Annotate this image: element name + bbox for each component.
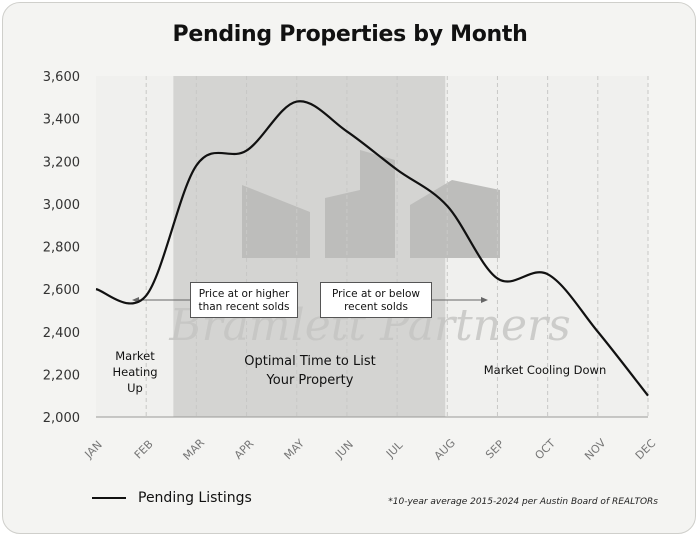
x-tick-label: JUN (332, 438, 356, 462)
annotation-optimal: Optimal Time to List Your Property (244, 354, 376, 388)
chart-title: Pending Properties by Month (172, 22, 528, 47)
y-tick-label: 2,000 (43, 411, 80, 426)
x-tick-label: FEB (132, 438, 156, 462)
footnote: *10-year average 2015-2024 per Austin Bo… (388, 497, 658, 507)
annotation-cooling: Market Cooling Down (483, 363, 607, 377)
arrowhead-right (481, 297, 488, 303)
x-tick-label: OCT (532, 437, 558, 463)
legend-line-swatch (92, 497, 126, 499)
y-tick-label: 2,600 (43, 283, 80, 298)
x-tick-label: MAR (181, 436, 208, 463)
y-tick-label: 3,200 (43, 155, 80, 170)
x-tick-label: JAN (82, 438, 105, 461)
x-tick-label: APR (232, 437, 257, 462)
x-tick-label: SEP (483, 437, 507, 461)
y-tick-label: 2,800 (43, 241, 80, 256)
y-tick-label: 3,000 (43, 198, 80, 213)
x-tick-label: DEC (633, 437, 659, 463)
callout-price-high: Price at or higher than recent solds (190, 282, 298, 318)
y-tick-label: 2,400 (43, 326, 80, 341)
x-tick-label: JUL (383, 438, 406, 461)
x-tick-label: NOV (582, 436, 609, 463)
series-line-pending-listings (95, 100, 649, 397)
legend-label: Pending Listings (138, 490, 252, 506)
legend: Pending Listings (92, 490, 252, 506)
watermark-shape (325, 150, 395, 258)
y-tick-label: 3,600 (43, 70, 80, 85)
x-tick-label: MAY (282, 437, 308, 463)
callout-price-low: Price at or below recent solds (320, 282, 432, 318)
watermark-shape (410, 180, 500, 258)
y-tick-label: 2,200 (43, 368, 80, 383)
watermark-shape (242, 185, 310, 258)
y-tick-label: 3,400 (43, 113, 80, 128)
x-tick-label: AUG (432, 436, 458, 462)
annotation-heating: Market Heating Up (112, 349, 158, 395)
